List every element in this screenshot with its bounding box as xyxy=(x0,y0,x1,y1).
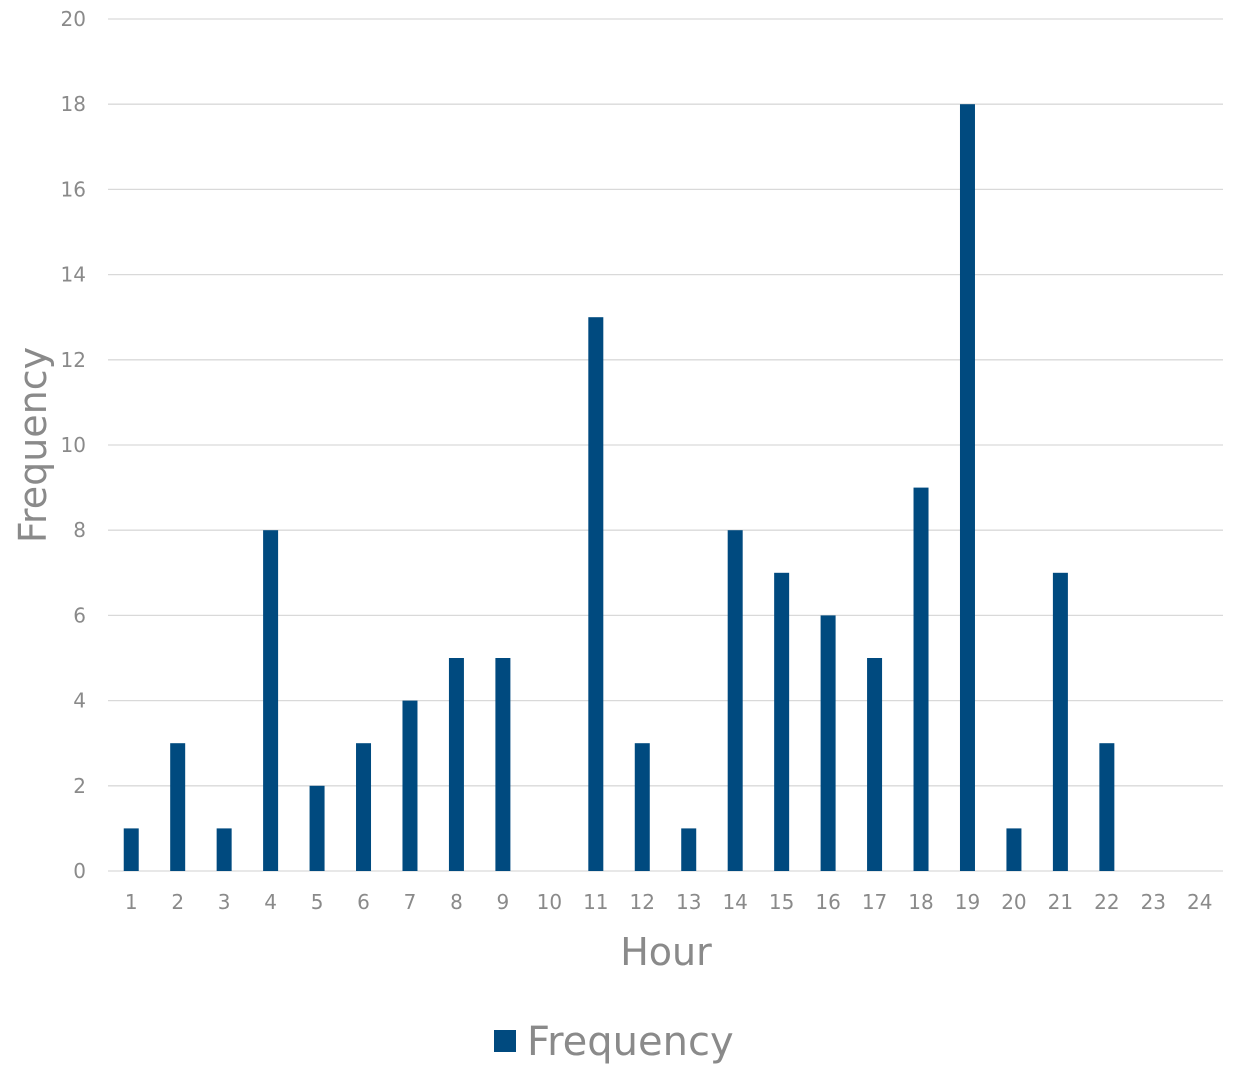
y-tick-label: 6 xyxy=(73,603,86,627)
bar xyxy=(727,530,743,871)
bar xyxy=(356,743,372,871)
x-tick-label: 5 xyxy=(311,890,324,914)
bar xyxy=(867,658,883,871)
legend: Frequency xyxy=(494,1019,734,1065)
y-tick-label: 4 xyxy=(73,689,86,713)
x-axis-title: Hour xyxy=(620,930,712,974)
x-tick-label: 2 xyxy=(171,890,184,914)
x-tick-label: 9 xyxy=(497,890,510,914)
x-tick-label: 3 xyxy=(218,890,231,914)
x-tick-label: 23 xyxy=(1141,890,1166,914)
bar xyxy=(263,530,279,871)
x-tick-label: 15 xyxy=(769,890,794,914)
x-tick-label: 7 xyxy=(404,890,417,914)
bar xyxy=(309,785,325,871)
x-tick-label: 20 xyxy=(1001,890,1026,914)
bar xyxy=(588,317,604,871)
y-tick-label: 8 xyxy=(73,518,86,542)
x-tick-label: 18 xyxy=(908,890,933,914)
bar xyxy=(681,828,697,871)
bar xyxy=(495,658,511,871)
bar xyxy=(820,615,836,871)
y-tick-label: 10 xyxy=(61,433,86,457)
x-tick-label: 6 xyxy=(357,890,370,914)
y-tick-label: 12 xyxy=(61,348,86,372)
x-tick-label: 4 xyxy=(264,890,277,914)
x-axis-ticks: 1 2 3 4 5 6 7 8 9 10 11 12 13 14 15 16 17 18 19 20 21 22 23 24 xyxy=(125,890,1213,914)
bar xyxy=(1006,828,1022,871)
x-tick-label: 13 xyxy=(676,890,701,914)
x-tick-label: 22 xyxy=(1094,890,1119,914)
bar xyxy=(170,743,186,871)
y-tick-label: 2 xyxy=(73,774,86,798)
bar xyxy=(634,743,650,871)
legend-label: Frequency xyxy=(527,1019,734,1065)
bar xyxy=(216,828,232,871)
y-tick-label: 16 xyxy=(61,177,86,201)
x-tick-label: 14 xyxy=(722,890,747,914)
bar xyxy=(123,828,139,871)
bar xyxy=(774,572,790,871)
x-tick-label: 11 xyxy=(583,890,608,914)
x-tick-label: 8 xyxy=(450,890,463,914)
x-tick-label: 16 xyxy=(815,890,840,914)
x-tick-label: 17 xyxy=(862,890,887,914)
gridlines xyxy=(108,18,1223,872)
bar xyxy=(1099,743,1115,871)
y-tick-label: 18 xyxy=(61,92,86,116)
y-tick-label: 14 xyxy=(61,263,86,287)
bar xyxy=(402,700,418,871)
legend-swatch xyxy=(494,1030,516,1052)
bars xyxy=(123,104,1115,871)
x-tick-label: 12 xyxy=(630,890,655,914)
y-axis-title: Frequency xyxy=(11,347,55,543)
x-tick-label: 24 xyxy=(1187,890,1212,914)
bar xyxy=(1052,572,1068,871)
bar xyxy=(959,104,975,871)
bar xyxy=(448,658,464,871)
x-tick-label: 10 xyxy=(537,890,562,914)
y-axis-ticks: 0 2 4 6 8 10 12 14 16 18 20 xyxy=(61,7,86,883)
x-tick-label: 1 xyxy=(125,890,138,914)
bar xyxy=(913,487,929,871)
y-tick-label: 20 xyxy=(61,7,86,31)
y-tick-label: 0 xyxy=(73,859,86,883)
x-tick-label: 19 xyxy=(955,890,980,914)
x-tick-label: 21 xyxy=(1048,890,1073,914)
